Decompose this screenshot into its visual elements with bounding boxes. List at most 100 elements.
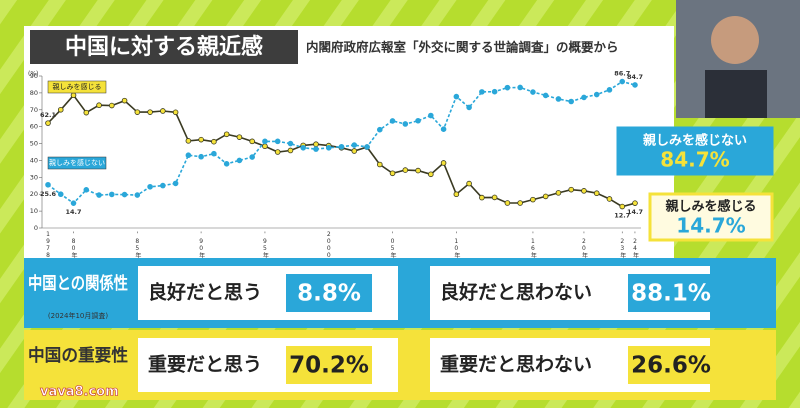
legend-box [47,156,107,170]
y-tick-label: 50 [30,140,38,148]
data-point [619,78,626,85]
data-label: 14.7 [627,208,643,216]
data-point [568,98,574,105]
data-point [70,92,77,99]
data-point [83,187,90,193]
callout-label: 親しみを感じない [643,133,747,149]
data-label: 12.7 [614,212,630,220]
data-point [223,131,230,138]
data-point [45,181,51,188]
data-point [632,200,638,206]
y-tick-label: 20 [30,190,38,198]
data-point [479,89,485,95]
y-tick-label: 30 [30,173,38,181]
chart-subtitle: 内閣府政府広報室「外交に関する世論調査」の概要から [306,40,619,55]
x-tick-label: '16年1月 [529,231,536,272]
callout-value: 14.7% [676,214,745,238]
data-point [428,112,434,119]
data-point [581,94,587,101]
data-point [376,161,383,168]
data-point [517,200,523,206]
legend-label: 親しみを感じる [53,82,102,91]
data-point [83,109,90,116]
x-tick-label: '20年10月 [580,231,587,279]
data-label: 86.7 [614,70,630,78]
data-point [185,152,192,159]
data-point [466,104,472,111]
data-point [147,183,153,190]
data-label: 25.6 [40,190,57,198]
item-value: 8.8% [297,281,361,307]
x-tick-label: '05年10月 [389,231,396,279]
item-value: 26.6% [631,353,711,379]
callout-box [648,192,774,242]
data-point [351,142,358,148]
data-point [466,180,472,187]
data-point [198,153,204,160]
x-tick-label: '10年10月 [453,231,460,279]
data-point [530,196,536,203]
x-tick-label: '90年10月 [198,231,205,279]
data-point [376,126,383,133]
data-point [479,194,485,201]
data-point [147,109,153,115]
data-point [198,136,204,143]
x-tick-label: '23年9月 [619,231,626,272]
data-point [287,140,294,147]
x-tick-label: '80年5月 [70,231,77,272]
data-point [440,126,447,132]
plot: 0 10 20 30 40 50 60 70 80 90 1978年6月 '80年5月 '85年6月 '9… [30,70,643,287]
item-label: 良好だと思う [148,281,262,304]
data-point [274,149,281,155]
data-point [351,148,358,154]
callout-label: 親しみを感じる [665,199,756,215]
data-point [274,138,281,145]
chart-title: 中国に対する親近感 [65,34,263,60]
data-point [555,96,562,102]
y-tick-label: 90 [30,72,38,80]
data-point [57,106,64,113]
data-point [249,154,255,160]
item-value-bg [286,346,372,384]
data-point [172,109,179,116]
data-point [606,87,613,93]
data-point [211,138,217,145]
data-point [121,191,128,198]
data-point [134,109,141,115]
data-point [440,160,447,166]
x-tick-label: '95年7月 [261,231,268,272]
data-point [313,141,319,148]
y-tick-label: 80 [30,89,38,97]
item-label: 重要だと思わない [440,354,592,376]
x-tick-label: '24年10月 [632,231,639,279]
title-box [30,30,298,64]
data-point [581,188,587,194]
watermark: vava8.com [40,385,119,400]
panel-title: 中国との関係性 [28,273,128,294]
item-label: 重要だと思う [148,354,262,376]
data-point [504,84,511,91]
data-point [619,203,626,210]
data-point [364,144,370,150]
data-point [555,190,562,196]
panels: 中国との関係性 (2024年10月調査) 良好だと思う 8.8% 良好だと思わない 88.… [24,258,776,400]
data-label: 14.7 [65,208,81,216]
data-point [300,144,307,151]
data-point [249,138,255,145]
data-point [517,84,523,91]
data-point [70,200,77,206]
data-point [593,190,600,197]
callout-value: 84.7% [660,148,729,172]
panel-note: (2024年10月調査) [48,311,108,320]
data-point [325,144,332,151]
data-point [134,192,141,198]
legend-box [47,80,107,94]
data-point [96,102,102,109]
x-tick-label: '85年6月 [134,231,141,272]
data-point [338,143,345,150]
data-point [262,138,268,145]
data-point [504,200,511,206]
callout-box [616,126,774,176]
y-unit: (%) [28,71,38,78]
